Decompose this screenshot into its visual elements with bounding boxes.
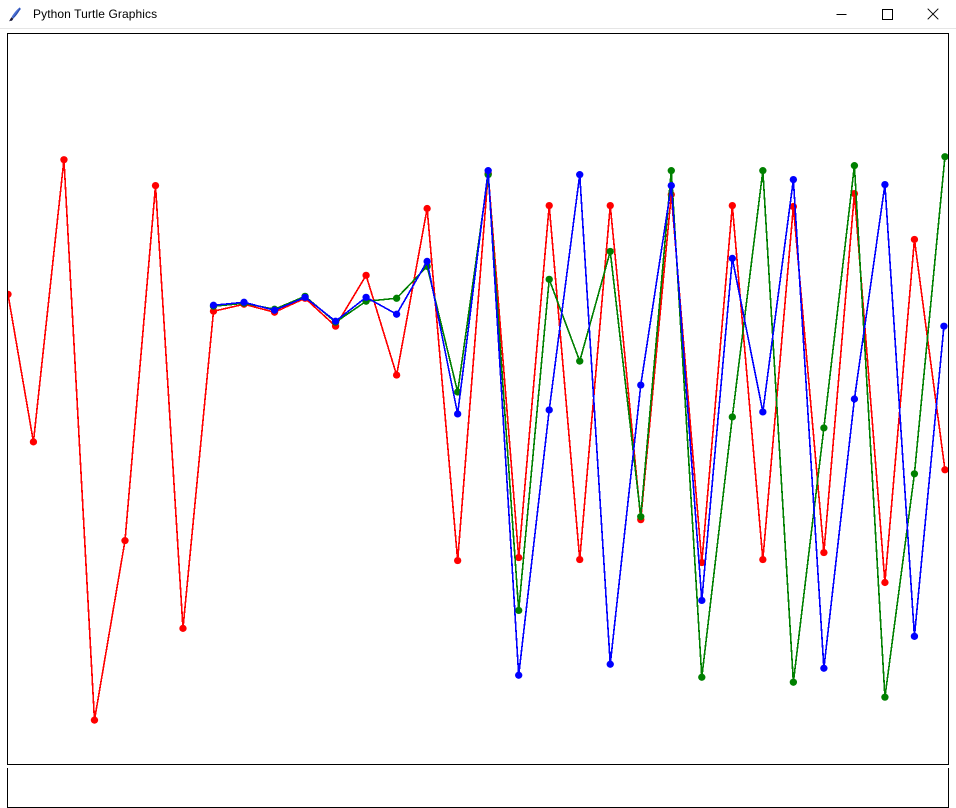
data-point-marker — [545, 275, 553, 283]
data-point-marker — [423, 257, 431, 265]
series-red — [8, 156, 948, 724]
data-point-marker — [667, 181, 675, 190]
data-point-marker — [820, 664, 828, 672]
data-point-marker — [606, 247, 614, 255]
data-point-marker — [698, 673, 706, 681]
data-point-marker — [484, 167, 492, 175]
maximize-button[interactable] — [864, 0, 910, 28]
data-point-marker — [209, 301, 218, 309]
data-point-marker — [362, 271, 370, 279]
series-green — [209, 153, 948, 701]
data-point-marker — [301, 293, 309, 301]
data-point-marker — [637, 513, 645, 521]
data-point-marker — [759, 555, 767, 564]
data-point-marker — [29, 438, 38, 446]
data-point-marker — [515, 606, 523, 615]
python-feather-icon — [7, 6, 24, 23]
data-point-marker — [576, 357, 584, 365]
data-point-marker — [910, 235, 919, 244]
turtle-plot — [8, 153, 948, 724]
minimize-button[interactable] — [818, 0, 864, 28]
data-point-marker — [789, 678, 798, 686]
data-point-marker — [820, 548, 828, 557]
data-point-marker — [545, 201, 553, 210]
title-bar: Python Turtle Graphics — [0, 0, 956, 29]
data-point-marker — [637, 381, 645, 389]
data-point-marker — [392, 310, 401, 318]
data-point-marker — [881, 578, 889, 587]
data-point-marker — [941, 466, 948, 474]
data-point-marker — [576, 171, 584, 179]
data-point-marker — [667, 167, 675, 175]
data-point-marker — [515, 671, 523, 679]
data-point-marker — [728, 201, 736, 210]
data-point-marker — [881, 693, 889, 701]
data-point-marker — [728, 413, 736, 421]
data-point-marker — [392, 294, 401, 302]
data-point-marker — [60, 156, 68, 164]
data-point-marker — [179, 624, 187, 632]
data-point-marker — [606, 201, 614, 210]
data-point-marker — [423, 204, 431, 213]
data-point-marker — [240, 298, 248, 306]
data-point-marker — [270, 306, 279, 314]
data-point-marker — [453, 410, 462, 418]
data-point-marker — [698, 558, 706, 567]
data-point-marker — [545, 406, 553, 414]
data-point-marker — [392, 371, 401, 379]
data-point-marker — [698, 596, 706, 605]
data-point-marker — [850, 395, 859, 403]
data-point-marker — [453, 556, 462, 565]
data-point-marker — [728, 254, 736, 262]
turtle-drawing-canvas[interactable] — [7, 33, 949, 765]
data-point-marker — [121, 537, 129, 545]
data-point-marker — [850, 162, 859, 170]
data-point-marker — [820, 424, 828, 432]
data-point-marker — [910, 632, 919, 640]
data-point-marker — [940, 322, 948, 330]
data-point-marker — [881, 180, 889, 189]
data-point-marker — [759, 408, 767, 416]
data-point-marker — [209, 307, 218, 315]
close-button[interactable] — [910, 0, 956, 28]
series-line — [8, 159, 946, 721]
data-point-marker — [151, 181, 160, 190]
title-bar-left: Python Turtle Graphics — [0, 0, 818, 28]
window-title: Python Turtle Graphics — [33, 7, 158, 21]
data-point-marker — [789, 176, 798, 184]
series-blue — [209, 167, 948, 679]
data-point-marker — [576, 555, 584, 564]
data-point-marker — [331, 317, 340, 325]
data-point-marker — [941, 153, 948, 161]
window-controls — [818, 0, 956, 28]
data-point-marker — [515, 553, 523, 562]
canvas-bottom-strip — [7, 768, 949, 808]
data-point-marker — [606, 660, 614, 668]
data-point-marker — [90, 716, 99, 724]
data-point-marker — [910, 470, 919, 478]
canvas-area — [0, 29, 956, 768]
data-point-marker — [362, 293, 370, 301]
data-point-marker — [8, 290, 12, 298]
data-point-marker — [759, 167, 767, 175]
